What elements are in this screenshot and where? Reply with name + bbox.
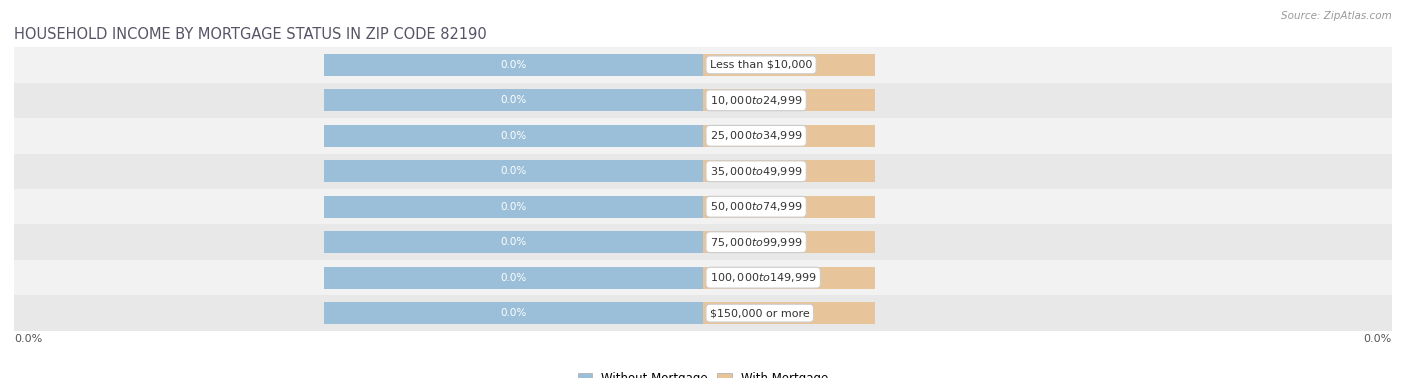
Bar (323, 196, 703, 218)
Bar (323, 54, 703, 76)
Text: 0.0%: 0.0% (776, 166, 803, 176)
Bar (14, 295, 1392, 331)
Text: 0.0%: 0.0% (14, 335, 42, 344)
Legend: Without Mortgage, With Mortgage: Without Mortgage, With Mortgage (574, 367, 832, 378)
Text: Source: ZipAtlas.com: Source: ZipAtlas.com (1281, 11, 1392, 21)
Bar (14, 83, 1392, 118)
Text: 0.0%: 0.0% (776, 131, 803, 141)
Bar (703, 266, 875, 289)
Text: 0.0%: 0.0% (1364, 335, 1392, 344)
Text: HOUSEHOLD INCOME BY MORTGAGE STATUS IN ZIP CODE 82190: HOUSEHOLD INCOME BY MORTGAGE STATUS IN Z… (14, 28, 486, 42)
Text: $100,000 to $149,999: $100,000 to $149,999 (710, 271, 817, 284)
Text: 0.0%: 0.0% (501, 166, 527, 176)
Text: 0.0%: 0.0% (501, 237, 527, 247)
Bar (14, 47, 1392, 83)
Text: $150,000 or more: $150,000 or more (710, 308, 810, 318)
Bar (703, 160, 875, 182)
Text: 0.0%: 0.0% (776, 60, 803, 70)
Text: $10,000 to $24,999: $10,000 to $24,999 (710, 94, 803, 107)
Text: 0.0%: 0.0% (501, 202, 527, 212)
Bar (703, 196, 875, 218)
Bar (323, 231, 703, 253)
Bar (703, 89, 875, 112)
Bar (14, 153, 1392, 189)
Text: 0.0%: 0.0% (501, 131, 527, 141)
Bar (14, 260, 1392, 295)
Bar (323, 89, 703, 112)
Text: 0.0%: 0.0% (501, 273, 527, 283)
Bar (703, 54, 875, 76)
Bar (323, 125, 703, 147)
Text: 0.0%: 0.0% (776, 95, 803, 105)
Bar (14, 225, 1392, 260)
Bar (323, 266, 703, 289)
Bar (14, 189, 1392, 225)
Text: 0.0%: 0.0% (501, 60, 527, 70)
Text: $35,000 to $49,999: $35,000 to $49,999 (710, 165, 803, 178)
Bar (14, 118, 1392, 153)
Text: 0.0%: 0.0% (776, 308, 803, 318)
Text: 0.0%: 0.0% (501, 308, 527, 318)
Text: 0.0%: 0.0% (776, 273, 803, 283)
Bar (703, 231, 875, 253)
Bar (703, 302, 875, 324)
Bar (703, 125, 875, 147)
Bar (323, 160, 703, 182)
Text: 0.0%: 0.0% (776, 202, 803, 212)
Text: Less than $10,000: Less than $10,000 (710, 60, 813, 70)
Text: 0.0%: 0.0% (501, 95, 527, 105)
Text: $75,000 to $99,999: $75,000 to $99,999 (710, 236, 803, 249)
Text: $50,000 to $74,999: $50,000 to $74,999 (710, 200, 803, 213)
Bar (323, 302, 703, 324)
Text: $25,000 to $34,999: $25,000 to $34,999 (710, 129, 803, 142)
Text: 0.0%: 0.0% (776, 237, 803, 247)
